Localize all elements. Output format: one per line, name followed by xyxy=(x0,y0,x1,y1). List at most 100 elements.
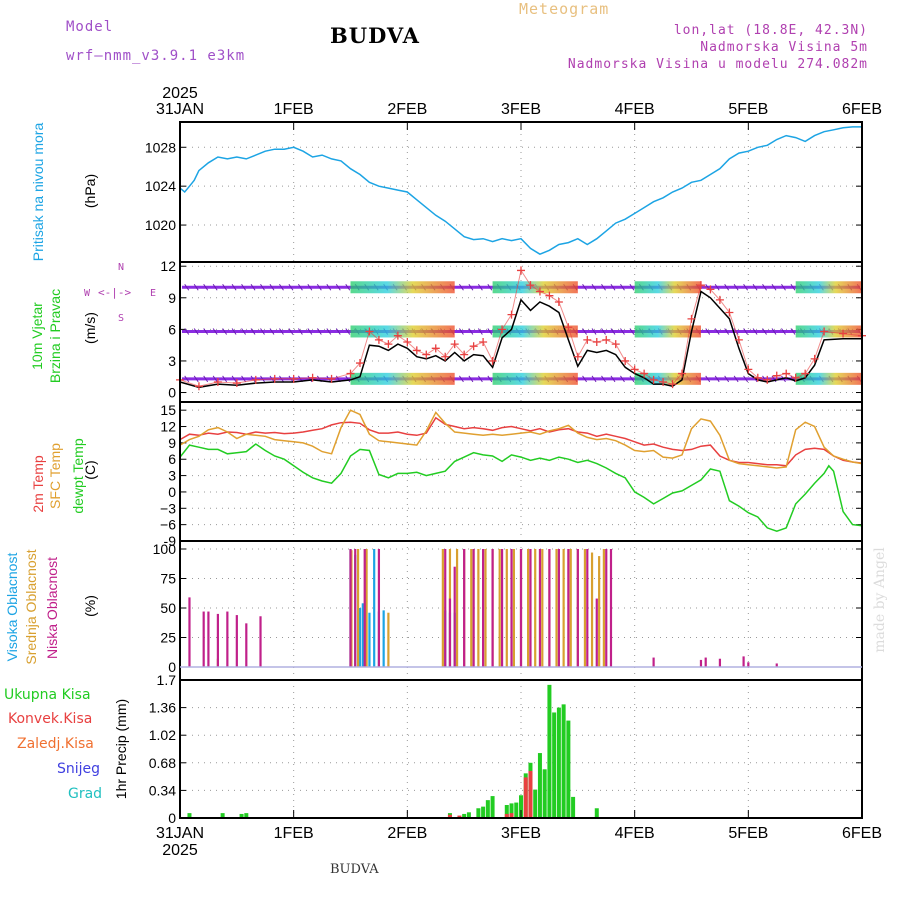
wind-direction-tick xyxy=(591,328,597,335)
xtick-label-top: 5FEB xyxy=(728,101,768,118)
wind-direction-tick xyxy=(269,283,275,291)
wind-direction-tick xyxy=(250,328,256,335)
wind-barb-strip-1-3 xyxy=(795,325,862,338)
bar-precip-0 xyxy=(542,769,547,818)
wind-direction-tick xyxy=(743,283,749,291)
compass-icon: <-|-> xyxy=(98,286,132,299)
wind-direction-tick xyxy=(487,283,493,291)
ytick-label-wind: 6 xyxy=(168,321,176,337)
wind-barb-strip-2-3 xyxy=(795,372,862,385)
wind-direction-tick xyxy=(714,328,720,335)
wind-point-marker xyxy=(535,287,544,296)
bar-precip-0 xyxy=(476,808,481,818)
ytick-label-temp: 0 xyxy=(168,484,176,500)
wind-direction-tick xyxy=(260,328,265,335)
bar-cloud-2 xyxy=(188,597,191,667)
xtick-label-top: 6FEB xyxy=(842,101,882,118)
bar-cloud-2 xyxy=(548,549,551,667)
wind-point-marker xyxy=(441,352,450,361)
wind-direction-tick xyxy=(468,375,474,383)
wind-point-marker xyxy=(403,338,412,346)
wind-direction-tick xyxy=(714,283,720,291)
wind-direction-tick xyxy=(705,375,711,383)
bar-precip-0 xyxy=(594,808,599,818)
ytick-label-cloud: 25 xyxy=(160,630,176,646)
bar-precip-0 xyxy=(187,813,192,818)
bar-precip-0 xyxy=(239,813,244,818)
bar-cloud-2 xyxy=(605,549,608,667)
ytick-label-temp: 15 xyxy=(160,402,176,418)
bar-precip-1 xyxy=(457,815,462,818)
wind-point-marker xyxy=(725,308,734,317)
model-elevation-text: Nadmorska Visina u modelu 274.082m xyxy=(567,57,868,72)
wind-direction-tick xyxy=(345,283,351,291)
wind-point-marker xyxy=(213,378,222,386)
bar-cloud-0 xyxy=(358,608,362,667)
wind-direction-tick xyxy=(724,375,730,383)
bar-cloud-2 xyxy=(586,549,589,667)
wind-point-marker xyxy=(355,359,364,368)
wind-point-marker xyxy=(232,379,241,388)
bar-precip-0 xyxy=(504,805,509,818)
wind-point-marker xyxy=(810,354,819,363)
wind-point-marker xyxy=(763,375,772,384)
legend-snijeg: Snijeg xyxy=(57,761,101,777)
ytick-label-precip: 1.02 xyxy=(149,727,176,743)
bar-cloud-2 xyxy=(775,663,778,667)
wind-direction-tick xyxy=(705,328,711,335)
bar-cloud-0 xyxy=(382,610,385,667)
ytick-label-wind: 9 xyxy=(168,290,176,306)
xtick-label-top: 2FEB xyxy=(387,101,427,118)
bar-precip-0 xyxy=(244,813,249,818)
wind-barb-strip-0-1 xyxy=(492,281,578,294)
wind-direction-tick xyxy=(582,328,587,335)
series-line-temp-1 xyxy=(179,409,863,469)
wind-direction-tick xyxy=(279,283,284,291)
ytick-label-wind: 0 xyxy=(168,385,176,401)
bar-cloud-1 xyxy=(441,549,444,667)
wind-direction-tick xyxy=(582,375,587,383)
xtick-label-bottom: 31JAN xyxy=(156,825,204,842)
wind-direction-tick xyxy=(222,283,228,291)
bar-cloud-1 xyxy=(512,549,515,667)
wind-direction-tick xyxy=(743,328,749,335)
wind-direction-tick xyxy=(203,375,209,383)
wind-point-marker xyxy=(327,374,336,383)
bar-cloud-1 xyxy=(505,549,508,667)
bar-cloud-2 xyxy=(529,549,532,667)
bar-cloud-2 xyxy=(463,549,466,667)
ytick-label-cloud: 50 xyxy=(160,600,176,616)
wind-point-marker xyxy=(592,338,601,346)
wind-direction-tick xyxy=(762,283,767,291)
bar-cloud-2 xyxy=(202,611,205,667)
wind-point-marker xyxy=(678,369,687,378)
bar-cloud-2 xyxy=(448,598,452,667)
wind-point-marker xyxy=(507,310,516,319)
compass-n: N xyxy=(118,262,125,273)
wind-point-marker xyxy=(365,327,374,336)
series-line-pressure-0 xyxy=(179,126,862,256)
wind-direction-tick xyxy=(335,328,341,335)
xtick-label-bottom: 6FEB xyxy=(842,825,882,842)
bar-cloud-1 xyxy=(498,549,501,667)
wind-direction-tick xyxy=(620,375,625,383)
model-label: Model xyxy=(66,19,114,35)
bar-cloud-2 xyxy=(519,549,523,667)
elevation-text: Nadmorska Visina 5m xyxy=(700,40,868,55)
wind-direction-tick xyxy=(610,283,616,291)
bar-precip-0 xyxy=(220,813,225,818)
wind-direction-tick xyxy=(620,283,625,291)
wind-point-marker xyxy=(649,375,658,384)
wind-direction-tick xyxy=(288,328,294,335)
series-line-temp-0 xyxy=(179,416,863,467)
compass-e: E xyxy=(150,288,157,299)
wind-point-marker xyxy=(460,350,469,359)
wind-point-marker xyxy=(498,325,507,334)
wind-point-marker xyxy=(782,369,791,378)
bar-precip-0 xyxy=(571,796,576,818)
ytick-label-precip: 0.68 xyxy=(149,755,176,771)
wind-direction-tick xyxy=(184,283,190,291)
ytick-label-precip: 0 xyxy=(168,810,176,826)
wind-direction-tick xyxy=(762,328,767,335)
